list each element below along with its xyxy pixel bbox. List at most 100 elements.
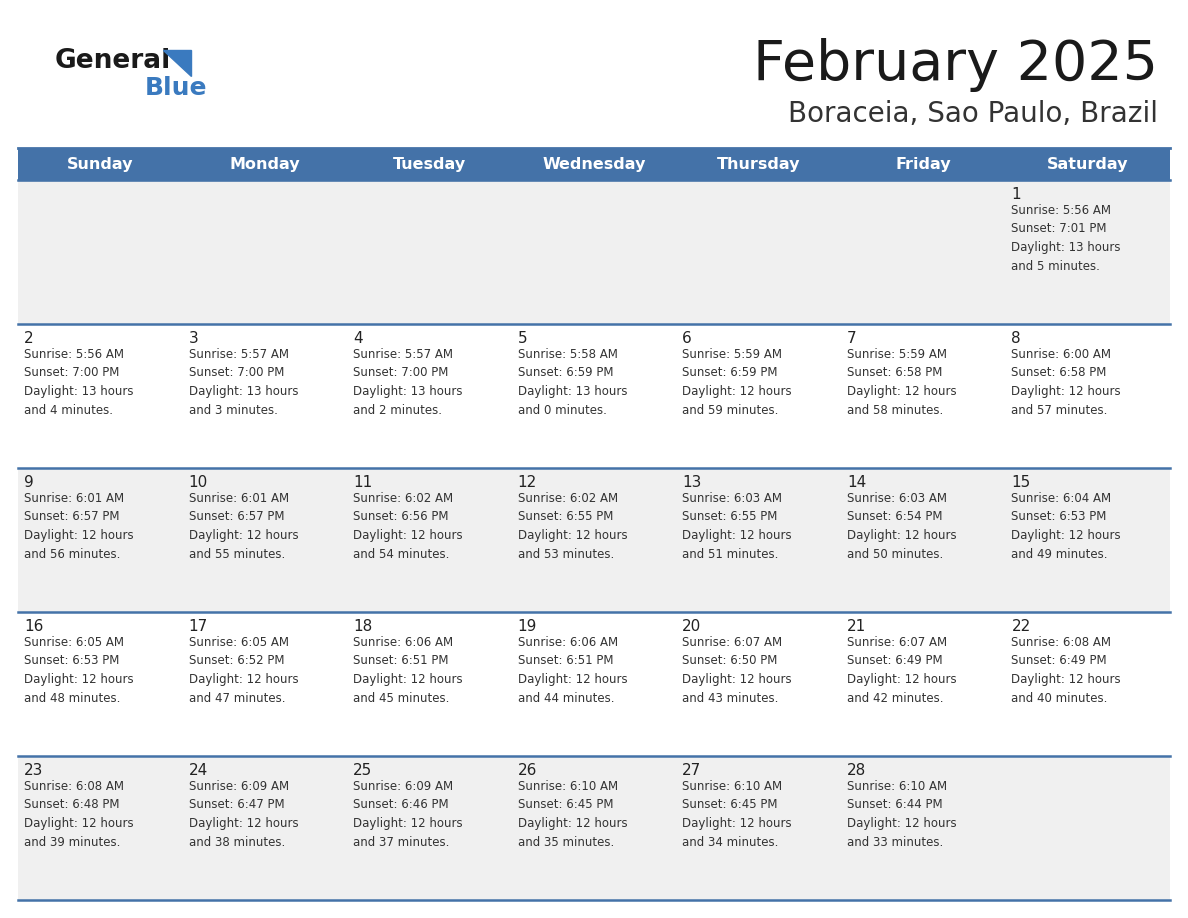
Text: Sunrise: 6:09 AM
Sunset: 6:46 PM
Daylight: 12 hours
and 37 minutes.: Sunrise: 6:09 AM Sunset: 6:46 PM Dayligh…: [353, 780, 463, 848]
Text: 3: 3: [189, 331, 198, 346]
Text: Friday: Friday: [896, 156, 950, 172]
Text: Sunrise: 6:07 AM
Sunset: 6:50 PM
Daylight: 12 hours
and 43 minutes.: Sunrise: 6:07 AM Sunset: 6:50 PM Dayligh…: [682, 636, 792, 704]
Text: Sunrise: 6:02 AM
Sunset: 6:55 PM
Daylight: 12 hours
and 53 minutes.: Sunrise: 6:02 AM Sunset: 6:55 PM Dayligh…: [518, 492, 627, 561]
Bar: [1005, 612, 1170, 756]
Text: 8: 8: [1011, 331, 1020, 346]
Bar: [841, 468, 1005, 612]
Text: 28: 28: [847, 763, 866, 778]
Bar: [347, 324, 512, 468]
Text: Sunrise: 6:10 AM
Sunset: 6:45 PM
Daylight: 12 hours
and 34 minutes.: Sunrise: 6:10 AM Sunset: 6:45 PM Dayligh…: [682, 780, 792, 848]
Text: 24: 24: [189, 763, 208, 778]
Bar: [512, 468, 676, 612]
Bar: [512, 756, 676, 900]
Text: Sunrise: 5:59 AM
Sunset: 6:59 PM
Daylight: 12 hours
and 59 minutes.: Sunrise: 5:59 AM Sunset: 6:59 PM Dayligh…: [682, 348, 792, 417]
Text: Blue: Blue: [145, 76, 208, 100]
Bar: [841, 612, 1005, 756]
Text: Sunrise: 6:02 AM
Sunset: 6:56 PM
Daylight: 12 hours
and 54 minutes.: Sunrise: 6:02 AM Sunset: 6:56 PM Dayligh…: [353, 492, 463, 561]
Bar: [347, 148, 512, 180]
Text: Sunrise: 6:10 AM
Sunset: 6:44 PM
Daylight: 12 hours
and 33 minutes.: Sunrise: 6:10 AM Sunset: 6:44 PM Dayligh…: [847, 780, 956, 848]
Bar: [18, 756, 183, 900]
Text: 21: 21: [847, 619, 866, 634]
Bar: [1005, 468, 1170, 612]
Bar: [18, 324, 183, 468]
Text: Sunrise: 5:56 AM
Sunset: 7:00 PM
Daylight: 13 hours
and 4 minutes.: Sunrise: 5:56 AM Sunset: 7:00 PM Dayligh…: [24, 348, 133, 417]
Bar: [841, 756, 1005, 900]
Bar: [18, 468, 183, 612]
Text: Sunrise: 6:09 AM
Sunset: 6:47 PM
Daylight: 12 hours
and 38 minutes.: Sunrise: 6:09 AM Sunset: 6:47 PM Dayligh…: [189, 780, 298, 848]
Text: 14: 14: [847, 475, 866, 490]
Bar: [512, 148, 676, 180]
Text: Sunrise: 6:06 AM
Sunset: 6:51 PM
Daylight: 12 hours
and 45 minutes.: Sunrise: 6:06 AM Sunset: 6:51 PM Dayligh…: [353, 636, 463, 704]
Text: 9: 9: [24, 475, 33, 490]
Bar: [841, 180, 1005, 324]
Text: Monday: Monday: [229, 156, 301, 172]
Text: Sunrise: 6:05 AM
Sunset: 6:52 PM
Daylight: 12 hours
and 47 minutes.: Sunrise: 6:05 AM Sunset: 6:52 PM Dayligh…: [189, 636, 298, 704]
Text: Sunrise: 6:01 AM
Sunset: 6:57 PM
Daylight: 12 hours
and 55 minutes.: Sunrise: 6:01 AM Sunset: 6:57 PM Dayligh…: [189, 492, 298, 561]
Bar: [18, 180, 183, 324]
Text: 23: 23: [24, 763, 44, 778]
Bar: [676, 612, 841, 756]
Text: Sunrise: 5:57 AM
Sunset: 7:00 PM
Daylight: 13 hours
and 3 minutes.: Sunrise: 5:57 AM Sunset: 7:00 PM Dayligh…: [189, 348, 298, 417]
Text: 5: 5: [518, 331, 527, 346]
Text: Sunrise: 6:08 AM
Sunset: 6:49 PM
Daylight: 12 hours
and 40 minutes.: Sunrise: 6:08 AM Sunset: 6:49 PM Dayligh…: [1011, 636, 1121, 704]
Bar: [347, 612, 512, 756]
Text: Sunrise: 6:00 AM
Sunset: 6:58 PM
Daylight: 12 hours
and 57 minutes.: Sunrise: 6:00 AM Sunset: 6:58 PM Dayligh…: [1011, 348, 1121, 417]
Bar: [1005, 180, 1170, 324]
Bar: [512, 180, 676, 324]
Bar: [347, 468, 512, 612]
Text: Sunrise: 6:08 AM
Sunset: 6:48 PM
Daylight: 12 hours
and 39 minutes.: Sunrise: 6:08 AM Sunset: 6:48 PM Dayligh…: [24, 780, 133, 848]
Text: Sunrise: 5:58 AM
Sunset: 6:59 PM
Daylight: 13 hours
and 0 minutes.: Sunrise: 5:58 AM Sunset: 6:59 PM Dayligh…: [518, 348, 627, 417]
Text: Sunrise: 6:04 AM
Sunset: 6:53 PM
Daylight: 12 hours
and 49 minutes.: Sunrise: 6:04 AM Sunset: 6:53 PM Dayligh…: [1011, 492, 1121, 561]
Text: 18: 18: [353, 619, 372, 634]
Text: 12: 12: [518, 475, 537, 490]
Text: 16: 16: [24, 619, 44, 634]
Bar: [183, 612, 347, 756]
Text: 19: 19: [518, 619, 537, 634]
Bar: [183, 180, 347, 324]
Text: Sunrise: 5:57 AM
Sunset: 7:00 PM
Daylight: 13 hours
and 2 minutes.: Sunrise: 5:57 AM Sunset: 7:00 PM Dayligh…: [353, 348, 462, 417]
Bar: [1005, 148, 1170, 180]
Text: 4: 4: [353, 331, 362, 346]
Bar: [676, 180, 841, 324]
Bar: [676, 756, 841, 900]
Bar: [18, 148, 183, 180]
Bar: [183, 324, 347, 468]
Bar: [676, 148, 841, 180]
Text: 13: 13: [682, 475, 702, 490]
Text: Sunrise: 6:05 AM
Sunset: 6:53 PM
Daylight: 12 hours
and 48 minutes.: Sunrise: 6:05 AM Sunset: 6:53 PM Dayligh…: [24, 636, 133, 704]
Bar: [18, 612, 183, 756]
Text: 22: 22: [1011, 619, 1031, 634]
Text: Sunrise: 6:01 AM
Sunset: 6:57 PM
Daylight: 12 hours
and 56 minutes.: Sunrise: 6:01 AM Sunset: 6:57 PM Dayligh…: [24, 492, 133, 561]
Text: Sunrise: 5:59 AM
Sunset: 6:58 PM
Daylight: 12 hours
and 58 minutes.: Sunrise: 5:59 AM Sunset: 6:58 PM Dayligh…: [847, 348, 956, 417]
Bar: [183, 756, 347, 900]
Text: 20: 20: [682, 619, 702, 634]
Bar: [1005, 756, 1170, 900]
Text: 7: 7: [847, 331, 857, 346]
Text: Boraceia, Sao Paulo, Brazil: Boraceia, Sao Paulo, Brazil: [788, 100, 1158, 128]
Text: 27: 27: [682, 763, 702, 778]
Text: 10: 10: [189, 475, 208, 490]
Text: Sunrise: 6:10 AM
Sunset: 6:45 PM
Daylight: 12 hours
and 35 minutes.: Sunrise: 6:10 AM Sunset: 6:45 PM Dayligh…: [518, 780, 627, 848]
Text: Thursday: Thursday: [716, 156, 801, 172]
Bar: [183, 148, 347, 180]
Text: 25: 25: [353, 763, 372, 778]
Text: February 2025: February 2025: [753, 38, 1158, 92]
Text: Sunrise: 6:06 AM
Sunset: 6:51 PM
Daylight: 12 hours
and 44 minutes.: Sunrise: 6:06 AM Sunset: 6:51 PM Dayligh…: [518, 636, 627, 704]
Text: 6: 6: [682, 331, 693, 346]
Polygon shape: [163, 50, 191, 76]
Bar: [676, 324, 841, 468]
Text: Saturday: Saturday: [1047, 156, 1129, 172]
Text: 17: 17: [189, 619, 208, 634]
Text: 1: 1: [1011, 187, 1020, 202]
Bar: [841, 148, 1005, 180]
Bar: [1005, 324, 1170, 468]
Text: 2: 2: [24, 331, 33, 346]
Text: 15: 15: [1011, 475, 1031, 490]
Text: Sunday: Sunday: [67, 156, 133, 172]
Bar: [841, 324, 1005, 468]
Text: Sunrise: 6:03 AM
Sunset: 6:55 PM
Daylight: 12 hours
and 51 minutes.: Sunrise: 6:03 AM Sunset: 6:55 PM Dayligh…: [682, 492, 792, 561]
Text: 11: 11: [353, 475, 372, 490]
Text: Tuesday: Tuesday: [393, 156, 466, 172]
Bar: [347, 756, 512, 900]
Text: Sunrise: 6:03 AM
Sunset: 6:54 PM
Daylight: 12 hours
and 50 minutes.: Sunrise: 6:03 AM Sunset: 6:54 PM Dayligh…: [847, 492, 956, 561]
